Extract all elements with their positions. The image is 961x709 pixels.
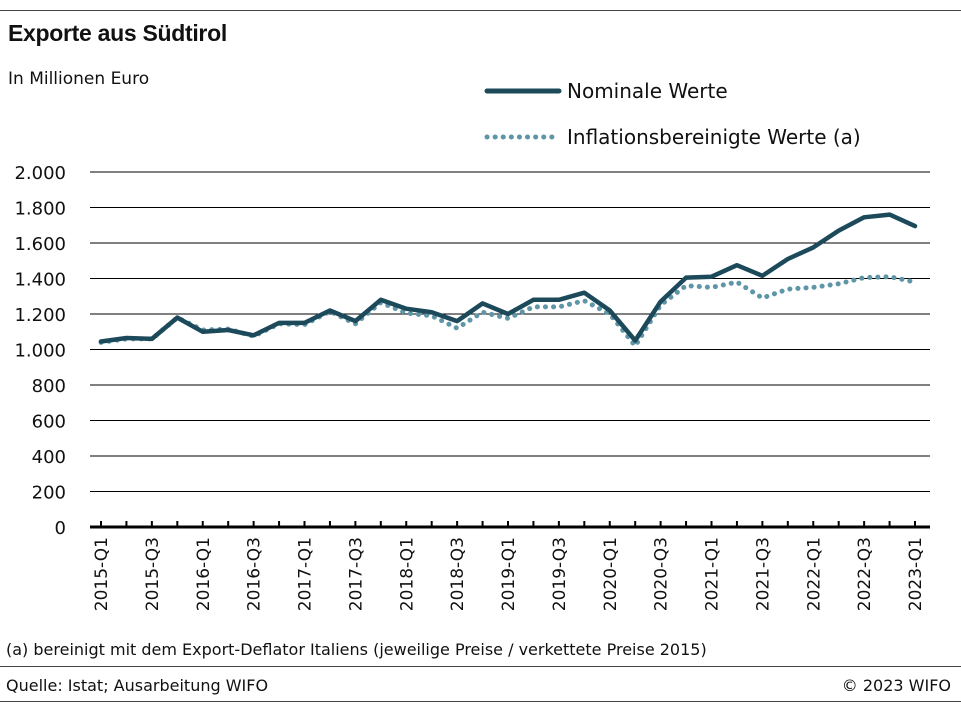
y-tick-label-1400: 1.400 xyxy=(14,270,66,291)
y-tick-label-200: 200 xyxy=(32,483,66,504)
y-tick-label-1000: 1.000 xyxy=(14,341,66,362)
legend: Nominale Werte Inflationsbereinigte Werte… xyxy=(484,79,861,149)
x-tick-label-2018-Q1: 2018-Q1 xyxy=(397,537,417,611)
chart-subtitle: In Millionen Euro xyxy=(8,69,150,89)
copyright-text: © 2023 WIFO xyxy=(841,676,951,695)
x-tick-label-2020-Q3: 2020-Q3 xyxy=(652,537,672,611)
y-tick-label-1800: 1.800 xyxy=(14,199,66,220)
x-tick-label-2019-Q1: 2019-Q1 xyxy=(499,537,519,611)
legend-label-nominal: Nominale Werte xyxy=(567,79,728,103)
x-axis-tick-labels: 2015-Q1 2015-Q3 2016-Q1 2016-Q3 2017-Q1 2017-… xyxy=(92,537,926,611)
y-tick-label-1200: 1.200 xyxy=(14,305,66,326)
bottom-rule xyxy=(0,701,961,702)
y-tick-label-2000: 2.000 xyxy=(14,163,66,184)
x-tick-label-2019-Q3: 2019-Q3 xyxy=(550,537,570,611)
y-tick-label-800: 800 xyxy=(32,376,66,397)
top-rule xyxy=(0,10,961,11)
x-tick-label-2022-Q1: 2022-Q1 xyxy=(804,537,824,611)
x-tick-label-2017-Q1: 2017-Q1 xyxy=(296,537,316,611)
footnote: (a) bereinigt mit dem Export-Deflator It… xyxy=(6,640,707,659)
x-tick-label-2021-Q3: 2021-Q3 xyxy=(753,537,773,611)
x-tick-label-2015-Q3: 2015-Q3 xyxy=(143,537,163,611)
x-tick-label-2017-Q3: 2017-Q3 xyxy=(346,537,366,611)
y-tick-label-400: 400 xyxy=(32,447,66,468)
x-tick-label-2022-Q3: 2022-Q3 xyxy=(855,537,875,611)
y-tick-label-1600: 1.600 xyxy=(14,234,66,255)
grid-lines xyxy=(90,171,930,492)
x-tick-label-2016-Q3: 2016-Q3 xyxy=(245,537,265,611)
source-text: Quelle: Istat; Ausarbeitung WIFO xyxy=(6,676,269,695)
y-tick-label-600: 600 xyxy=(32,412,66,433)
x-axis xyxy=(90,521,930,529)
x-tick-label-2021-Q1: 2021-Q1 xyxy=(703,537,723,611)
chart-title: Exporte aus Südtirol xyxy=(8,20,227,46)
x-tick-label-2020-Q1: 2020-Q1 xyxy=(601,537,621,611)
series-line-nominal xyxy=(98,212,918,344)
y-axis-tick-labels: 0 200 400 600 800 1.000 1.200 1.400 1.600 1.800 2.… xyxy=(14,163,66,539)
note-rule xyxy=(0,666,961,667)
x-tick-label-2016-Q1: 2016-Q1 xyxy=(194,537,214,611)
y-tick-label-0: 0 xyxy=(55,518,66,539)
series-lines xyxy=(98,212,918,349)
x-tick-label-2015-Q1: 2015-Q1 xyxy=(92,537,112,611)
x-tick-label-2023-Q1: 2023-Q1 xyxy=(906,537,926,611)
series-line-inflation-adjusted xyxy=(98,274,918,349)
x-tick-label-2018-Q3: 2018-Q3 xyxy=(448,537,468,611)
legend-label-inflation-adjusted: Inflationsbereinigte Werte (a) xyxy=(567,125,861,149)
